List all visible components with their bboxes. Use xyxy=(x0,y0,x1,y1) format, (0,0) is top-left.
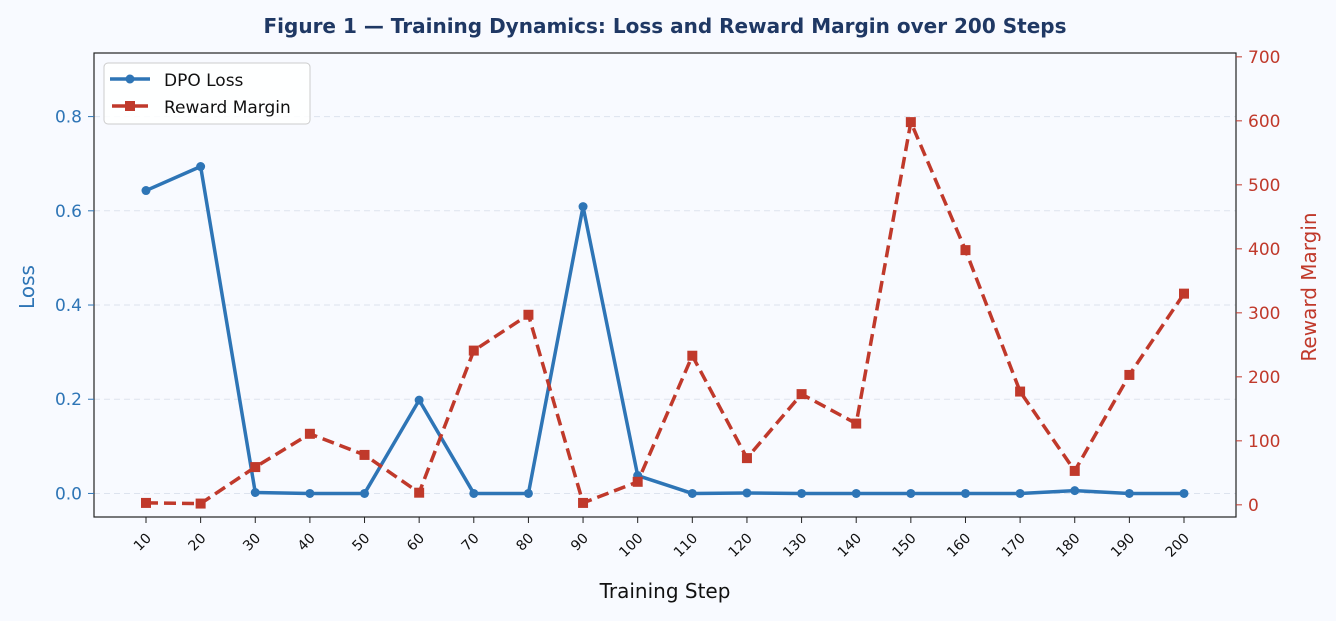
data-point-reward xyxy=(1124,369,1135,380)
x-tick-label: 10 xyxy=(131,531,155,555)
data-point-reward xyxy=(1069,465,1080,476)
x-tick-label: 120 xyxy=(726,531,756,561)
data-point-reward xyxy=(250,462,261,473)
data-point-loss xyxy=(960,488,970,498)
data-point-reward xyxy=(1179,288,1189,299)
data-point-loss xyxy=(523,488,533,498)
data-point-reward xyxy=(304,428,315,439)
x-tick-label: 140 xyxy=(835,531,865,561)
y-left-tick-label: 0.2 xyxy=(55,390,82,410)
data-point-reward xyxy=(468,345,479,356)
legend: DPO Loss Reward Margin xyxy=(103,62,311,125)
y-right-tick-label: 200 xyxy=(1248,368,1280,388)
data-point-loss xyxy=(1124,488,1134,498)
data-point-loss xyxy=(578,202,588,212)
y-right-tick-label: 600 xyxy=(1248,112,1280,132)
x-tick-label: 70 xyxy=(459,531,483,555)
data-point-loss xyxy=(1015,488,1025,498)
x-tick-label: 50 xyxy=(349,531,373,555)
x-tick-label: 80 xyxy=(513,531,537,555)
x-tick-label: 180 xyxy=(1053,531,1083,561)
data-point-reward xyxy=(578,497,589,508)
data-point-loss xyxy=(1179,488,1189,498)
x-tick-label: 90 xyxy=(568,531,592,555)
x-tick-label: 60 xyxy=(404,531,428,555)
y-axis-left-label: Loss xyxy=(15,265,39,309)
y-right-tick-label: 100 xyxy=(1248,432,1280,452)
y-left-tick-label: 0.0 xyxy=(55,484,82,504)
y-left-tick-label: 0.6 xyxy=(55,202,82,222)
legend-marker-reward xyxy=(125,101,135,111)
data-point-loss xyxy=(797,488,807,498)
data-point-loss xyxy=(414,395,424,405)
y-right-tick-label: 300 xyxy=(1248,304,1280,324)
data-point-reward xyxy=(414,487,425,498)
data-point-reward xyxy=(141,497,151,508)
data-point-reward xyxy=(851,418,862,429)
x-tick-label: 20 xyxy=(186,531,210,555)
data-point-loss xyxy=(1070,486,1080,496)
x-tick-label: 170 xyxy=(999,531,1029,561)
x-tick-label: 100 xyxy=(616,531,646,561)
data-point-reward xyxy=(687,350,698,361)
data-point-reward xyxy=(905,117,916,128)
data-point-loss xyxy=(141,186,151,196)
y-right-tick-label: 700 xyxy=(1248,48,1280,68)
data-point-reward xyxy=(523,309,534,320)
data-point-reward xyxy=(359,449,370,460)
y-right-tick-label: 500 xyxy=(1248,176,1280,196)
data-point-reward xyxy=(632,476,643,487)
legend-label-loss: DPO Loss xyxy=(164,71,244,91)
data-point-reward xyxy=(1015,386,1026,397)
data-point-reward xyxy=(960,245,971,256)
data-point-loss xyxy=(469,488,479,498)
data-point-loss xyxy=(250,488,260,498)
data-point-loss xyxy=(742,488,752,498)
data-point-loss xyxy=(906,488,916,498)
data-point-reward xyxy=(741,453,752,464)
x-tick-label: 190 xyxy=(1108,531,1138,561)
series-line-dpo-loss xyxy=(145,164,1184,496)
data-point-loss xyxy=(305,488,315,498)
data-point-reward xyxy=(195,498,206,509)
x-tick-label: 110 xyxy=(671,531,701,561)
legend-label-reward: Reward Margin xyxy=(164,98,291,118)
x-tick-label: 130 xyxy=(780,531,810,561)
x-tick-label: 40 xyxy=(295,531,319,555)
data-point-loss xyxy=(196,162,206,172)
data-point-loss xyxy=(851,488,861,498)
x-tick-label: 200 xyxy=(1163,531,1193,561)
y-right-tick-label: 400 xyxy=(1248,240,1280,260)
x-axis-label: Training Step xyxy=(599,579,731,603)
y-right-tick-label: 0 xyxy=(1248,496,1259,516)
legend-marker-loss xyxy=(125,74,135,84)
y-left-tick-label: 0.8 xyxy=(55,108,82,128)
x-tick-label: 30 xyxy=(240,531,264,555)
data-point-loss xyxy=(360,488,370,498)
data-point-reward xyxy=(796,389,807,400)
plot-area xyxy=(93,52,1237,518)
data-point-loss xyxy=(687,488,697,498)
series-line-reward-margin xyxy=(145,120,1186,506)
x-tick-label: 160 xyxy=(944,531,974,561)
x-tick-label: 150 xyxy=(889,531,919,561)
y-axis-right-label: Reward Margin xyxy=(1297,212,1321,361)
chart-title: Figure 1 — Training Dynamics: Loss and R… xyxy=(264,14,1067,38)
y-left-tick-label: 0.4 xyxy=(55,296,82,316)
